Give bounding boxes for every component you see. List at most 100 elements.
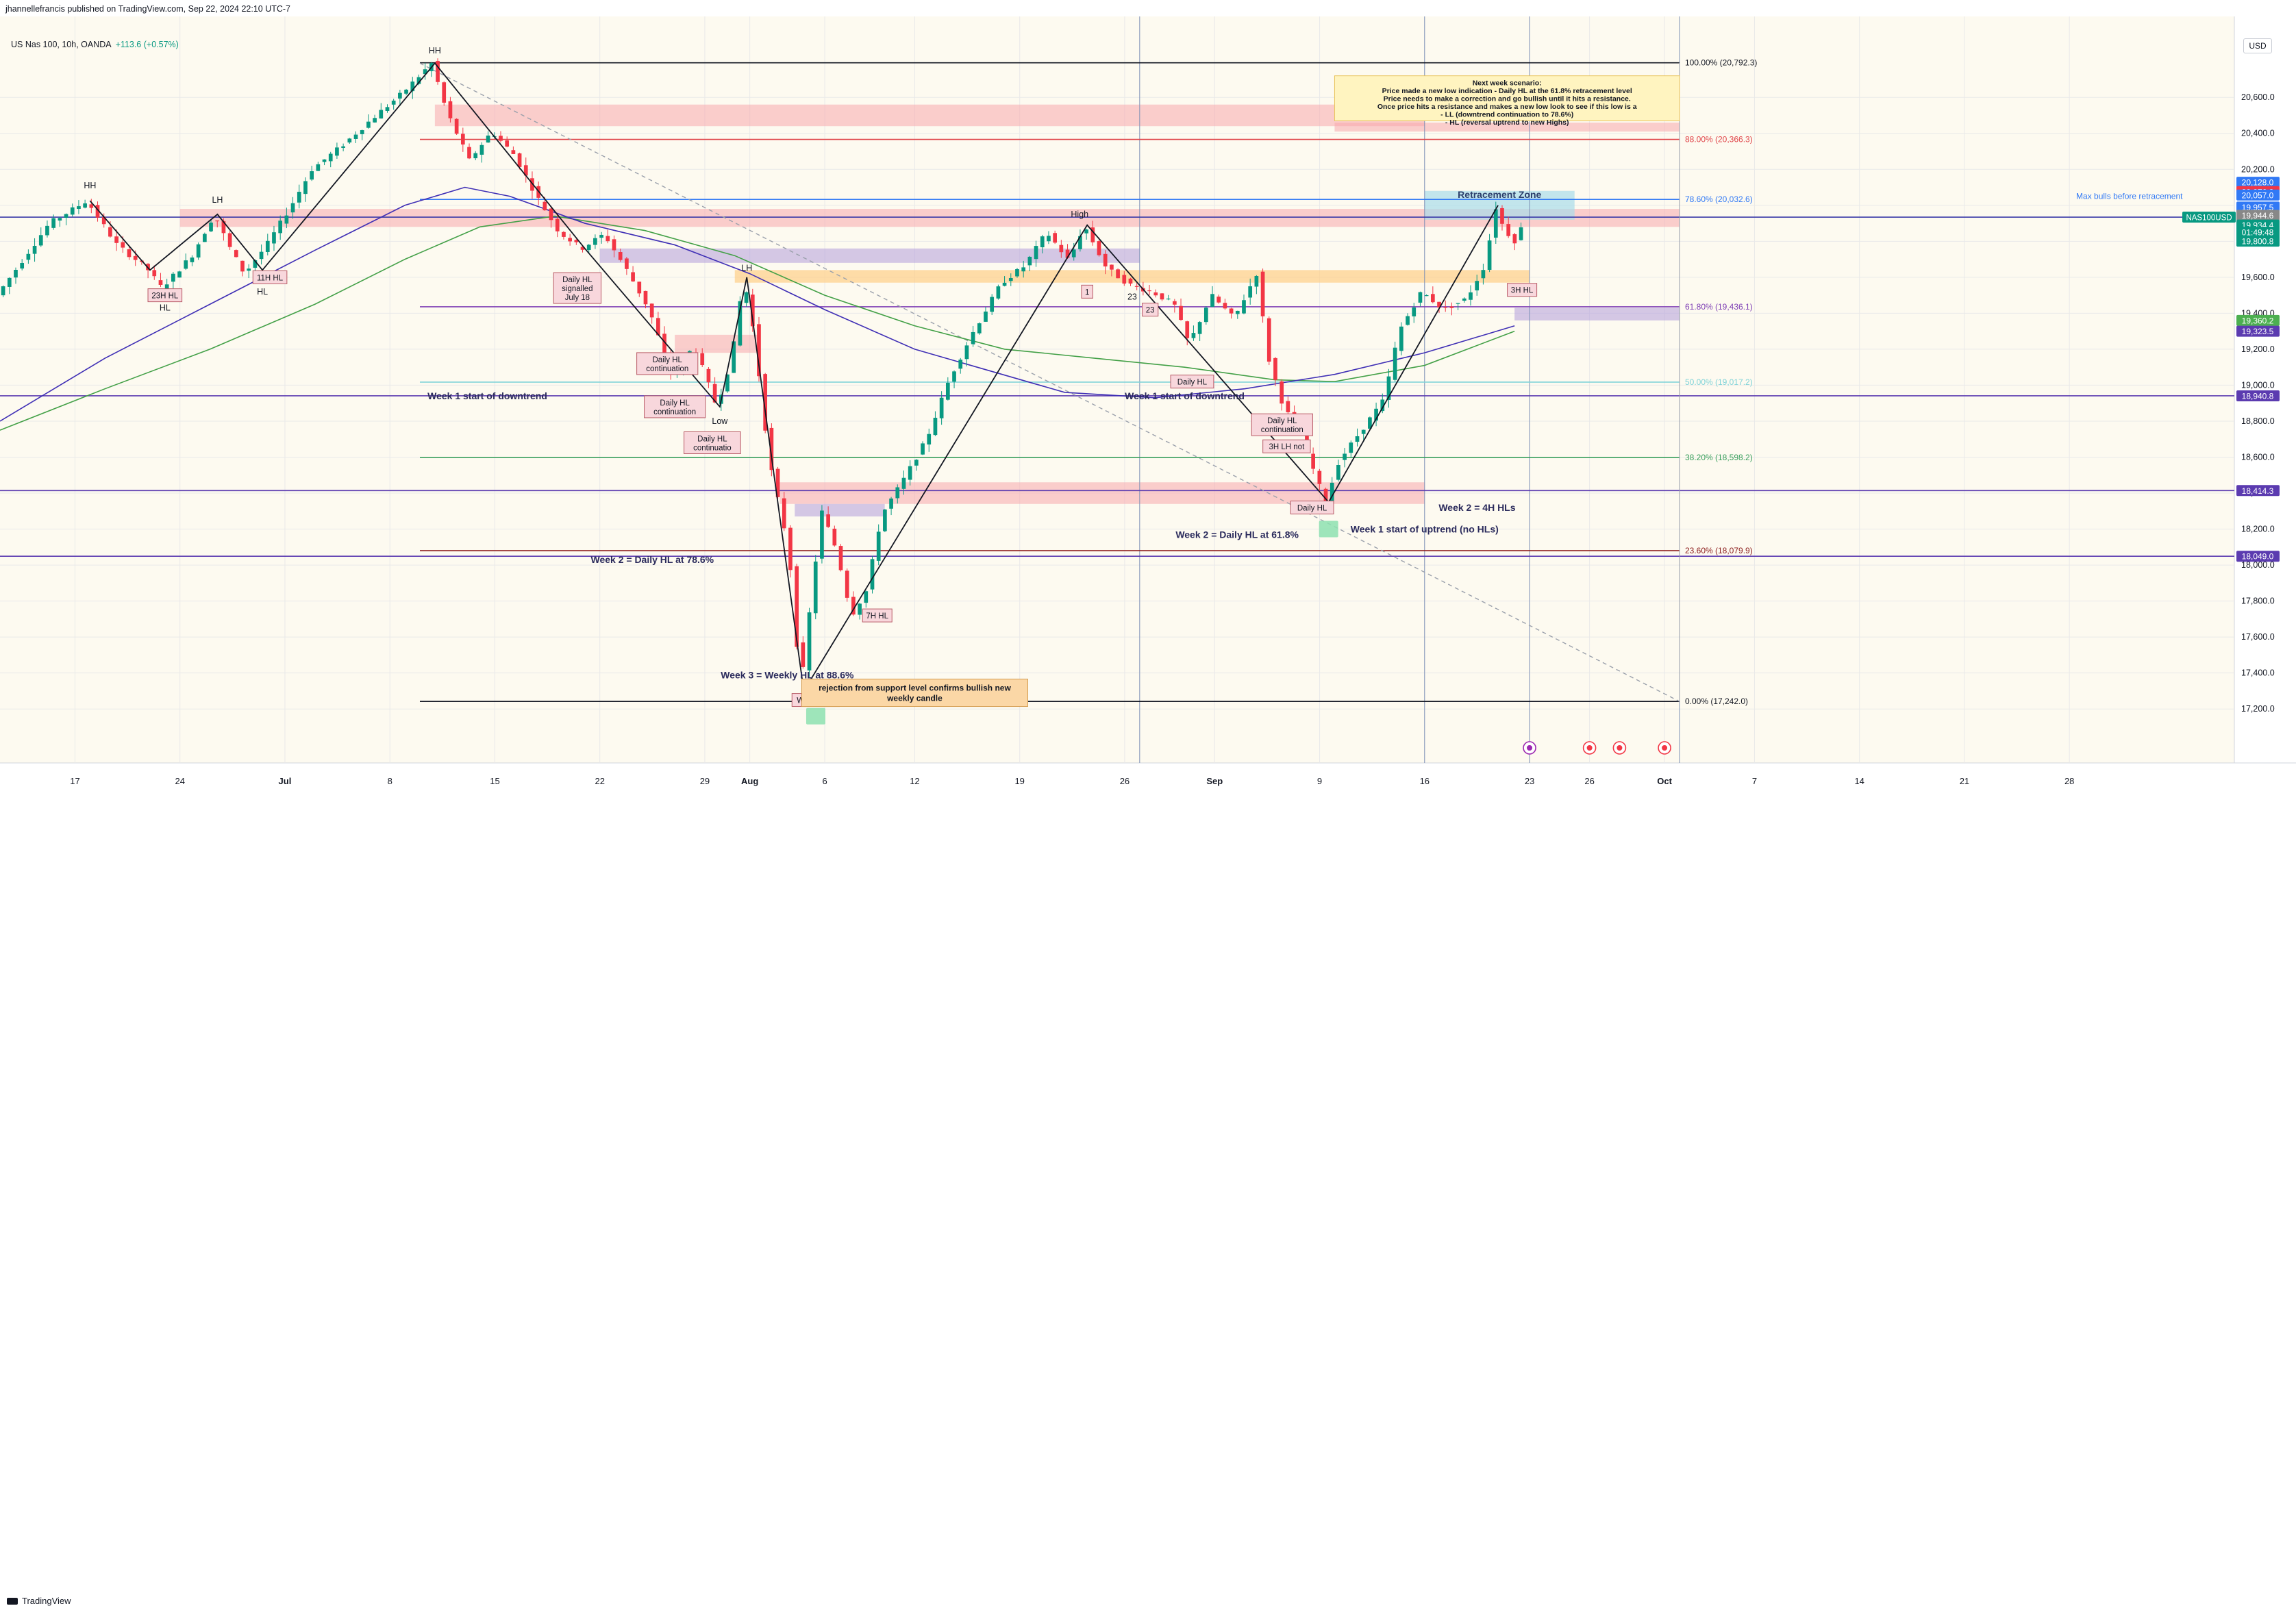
price-axis-tag: [2236, 177, 2280, 188]
annotation-label: Week 3 = Weekly HL at 88.6%: [721, 669, 854, 680]
candle-body: [1336, 465, 1340, 480]
annotation-text: continuation: [1261, 426, 1303, 434]
economic-event-dot: [1662, 745, 1668, 751]
scenario-note-line: Price made a new low indication - Daily …: [1382, 87, 1632, 95]
chart-area[interactable]: 100.00% (20,792.3) 88.00% (20,366.3) 78.60…: [0, 16, 2296, 797]
candle-body: [1147, 290, 1151, 292]
candle-body: [1134, 286, 1139, 287]
candle-body: [1242, 300, 1246, 314]
candle-body: [278, 221, 283, 234]
candle-body: [460, 134, 465, 145]
candle-body: [64, 214, 68, 218]
candle-body: [977, 323, 982, 334]
price-axis-background: [2234, 16, 2296, 763]
price-chart[interactable]: 100.00% (20,792.3) 88.00% (20,366.3) 78.60…: [0, 16, 2296, 797]
price-axis-tag: [2236, 314, 2280, 326]
symbol-price-tag: [2182, 212, 2236, 223]
candle-body: [807, 612, 812, 670]
candle-body: [958, 360, 963, 369]
candle-body: [1406, 316, 1410, 325]
candle-body: [486, 135, 490, 143]
candle-body: [612, 239, 616, 251]
candle-body: [379, 110, 384, 118]
candle-body: [202, 234, 207, 242]
price-axis-tick: 19,200.0: [2241, 344, 2275, 354]
candle-body: [265, 240, 270, 252]
symbol-change: +113.6 (+0.57%): [115, 40, 179, 49]
symbol-legend[interactable]: US Nas 100, 10h, OANDA +113.6 (+0.57%): [11, 40, 179, 49]
candle-body: [1110, 264, 1114, 270]
annotation-label: Week 2 = Daily HL at 61.8%: [1175, 529, 1299, 540]
price-axis-tag-text: 01:49:48: [2242, 228, 2274, 238]
candle-body: [763, 374, 768, 431]
candle-body: [1443, 307, 1448, 308]
candle-body: [1172, 301, 1177, 305]
price-axis-tag: [2236, 485, 2280, 497]
candle-body: [133, 255, 138, 260]
currency-button[interactable]: USD: [2243, 38, 2272, 53]
time-axis-tick: 29: [700, 776, 710, 786]
price-axis-tick: 19,600.0: [2241, 273, 2275, 282]
price-axis-tick: 20,600.0: [2241, 92, 2275, 102]
candle-body: [568, 238, 572, 242]
annotation-label: Low: [712, 416, 728, 426]
annotation-label: HL: [160, 303, 171, 312]
candle-body: [750, 294, 755, 327]
time-axis-tick: 23: [1525, 776, 1534, 786]
zone-violet: [795, 503, 885, 517]
price-axis-tick: 20,200.0: [2241, 164, 2275, 174]
annotation-box: [684, 431, 741, 454]
candle-body: [1374, 408, 1378, 421]
candle-body: [26, 253, 31, 260]
tradingview-logo[interactable]: TradingView: [7, 1596, 71, 1606]
candle-body: [316, 164, 321, 171]
candle-body: [921, 443, 925, 455]
time-axis-tick: 28: [2064, 776, 2074, 786]
price-axis-tick: 18,000.0: [2241, 560, 2275, 570]
time-axis-tick: 16: [1420, 776, 1430, 786]
scenario-note-line: - LL (downtrend continuation to 78.6%): [1440, 111, 1573, 119]
candle-body: [1317, 470, 1322, 484]
candle-body: [360, 130, 364, 134]
time-axis-background: [0, 763, 2296, 797]
annotation-text: 11H HL: [257, 274, 284, 282]
candle-body: [416, 77, 421, 84]
fib-level-label: 88.00% (20,366.3): [1685, 135, 1753, 145]
candle-body: [1116, 269, 1120, 279]
candle-body: [530, 178, 534, 191]
economic-event-dot: [1527, 745, 1533, 751]
annotation-label: HL: [257, 287, 268, 297]
annotation-label: LH: [741, 264, 752, 273]
annotation-box: [1290, 501, 1334, 515]
candle-body: [964, 345, 969, 360]
candle-body: [649, 303, 654, 318]
price-axis-tag: [2236, 236, 2280, 247]
time-axis-tick: Oct: [1657, 776, 1672, 786]
candle-body: [1343, 453, 1347, 460]
candle-body: [1519, 227, 1523, 240]
candle-body: [1437, 301, 1441, 308]
candle-body: [1008, 277, 1013, 281]
price-axis-tag-text: 18,940.8: [2242, 391, 2274, 401]
candle-body: [1481, 270, 1486, 279]
candle-body: [700, 353, 705, 366]
candle-body: [114, 236, 118, 243]
candle-body: [108, 227, 112, 237]
candle-body: [801, 642, 806, 667]
candle-body: [562, 231, 566, 237]
candle-body: [618, 252, 623, 260]
annotation-text: continuation: [646, 365, 688, 373]
price-axis-tick: 19,000.0: [2241, 380, 2275, 390]
zone-supply: [675, 334, 758, 353]
candle-body: [398, 92, 402, 99]
economic-event-dot: [1586, 745, 1593, 751]
candle-body: [253, 260, 258, 268]
zone-supply: [1334, 122, 1680, 132]
candle-body: [1248, 286, 1253, 298]
candle-body: [984, 311, 988, 322]
candle-body: [813, 561, 818, 614]
time-axis-tick: Jul: [279, 776, 292, 786]
candle-body: [643, 290, 648, 305]
candle-body: [826, 514, 830, 527]
candle-body: [310, 171, 314, 180]
